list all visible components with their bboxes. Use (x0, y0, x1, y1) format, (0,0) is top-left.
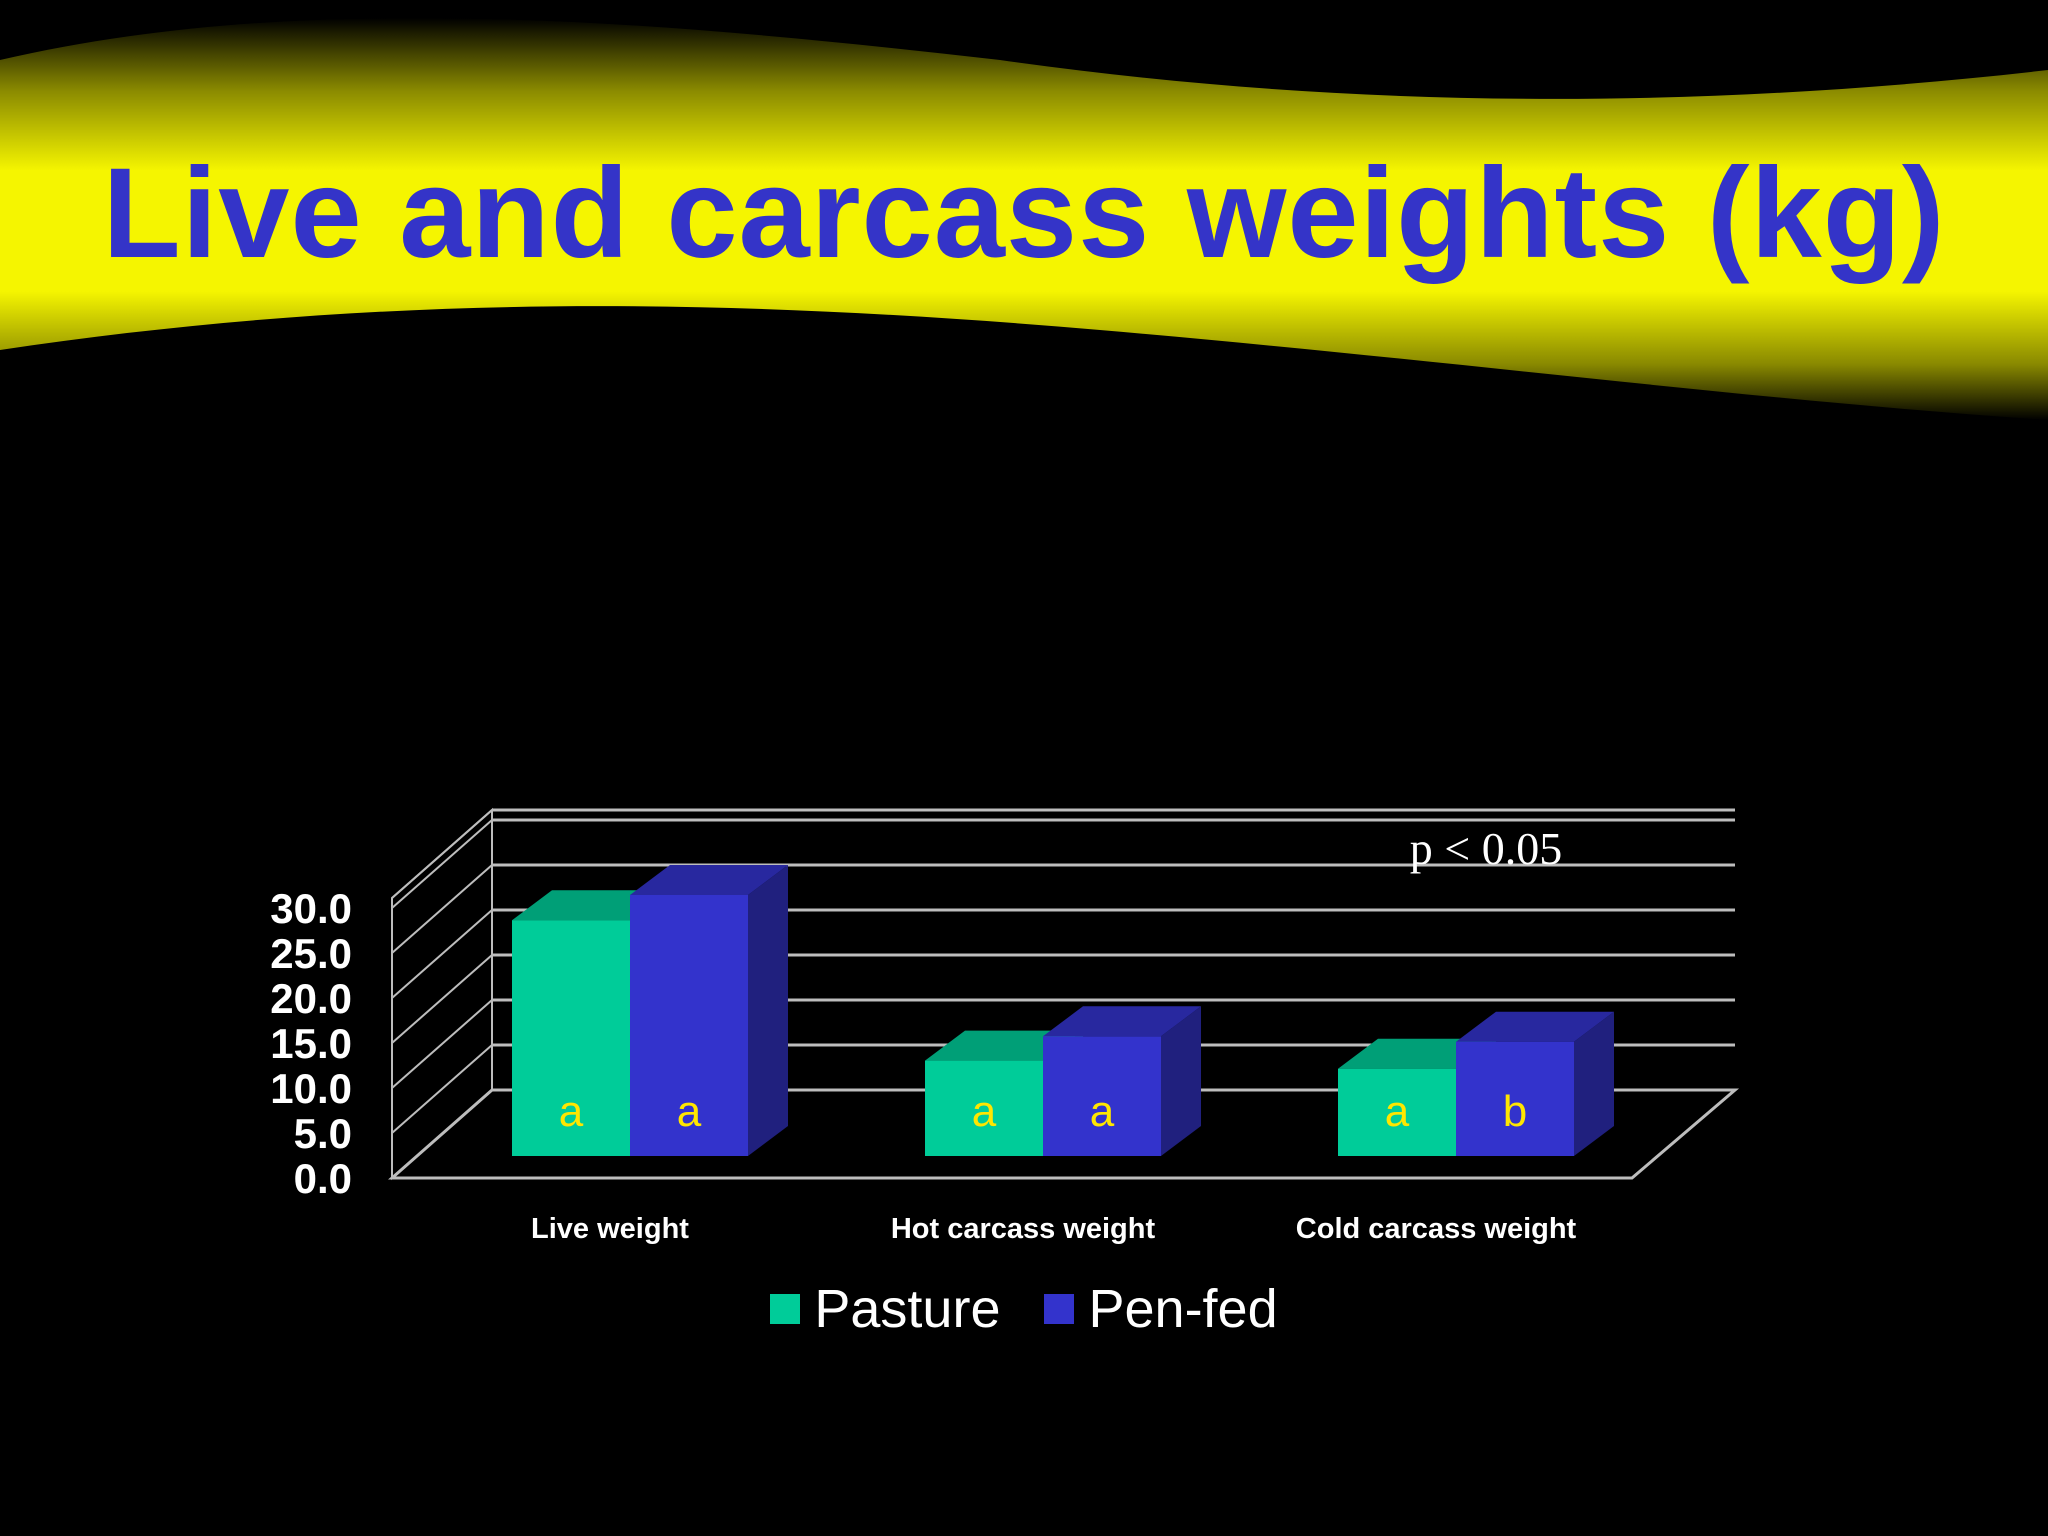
y-tick-label: 25.0 (270, 930, 352, 977)
x-tick-label: Hot carcass weight (891, 1213, 1156, 1245)
significance-label: b (1503, 1087, 1527, 1136)
legend-item-penfed: Pen-fed (1044, 1278, 1278, 1340)
chart-legend: Pasture Pen-fed (0, 1278, 2048, 1340)
bar-top (1043, 1006, 1201, 1037)
legend-item-pasture: Pasture (770, 1278, 1000, 1340)
legend-label-penfed: Pen-fed (1088, 1279, 1278, 1339)
bar (512, 920, 630, 1156)
side-gridline (391, 909, 493, 999)
bar (1338, 1068, 1456, 1156)
side-gridline (391, 809, 493, 899)
x-tick-label: Cold carcass weight (1296, 1213, 1577, 1245)
bar-side (748, 865, 788, 1156)
bar-side (1574, 1011, 1614, 1156)
bar (1456, 1041, 1574, 1156)
bar-side (1161, 1006, 1201, 1156)
slide-title: Live and carcass weights (kg) (102, 142, 1946, 285)
y-tick-label: 15.0 (270, 1020, 352, 1067)
y-tick-label: 10.0 (270, 1065, 352, 1112)
y-tick-label: 30.0 (270, 885, 352, 932)
bar (630, 895, 748, 1156)
bar-top (1456, 1011, 1614, 1042)
y-tick-label: 0.0 (294, 1155, 352, 1202)
side-gridline (391, 819, 493, 909)
legend-swatch-pasture (770, 1294, 801, 1324)
p-value-annotation: p < 0.05 (1410, 823, 1562, 874)
bar (925, 1060, 1043, 1156)
bar-top (630, 865, 788, 895)
significance-label: a (972, 1087, 997, 1136)
bar (1043, 1036, 1161, 1156)
side-gridline (391, 864, 493, 954)
legend-swatch-penfed (1044, 1294, 1075, 1324)
side-gridline (391, 999, 493, 1089)
banner-wave (0, 18, 2048, 420)
y-tick-label: 20.0 (270, 975, 352, 1022)
legend-label-pasture: Pasture (814, 1279, 1001, 1339)
y-tick-label: 5.0 (294, 1110, 352, 1157)
chart-floor (388, 1088, 1740, 1180)
significance-label: a (677, 1087, 702, 1136)
significance-label: a (1090, 1087, 1115, 1136)
significance-label: a (1385, 1087, 1410, 1136)
significance-label: a (559, 1087, 584, 1136)
side-gridline (391, 1044, 493, 1134)
side-gridline (391, 954, 493, 1044)
x-tick-label: Live weight (531, 1213, 689, 1245)
